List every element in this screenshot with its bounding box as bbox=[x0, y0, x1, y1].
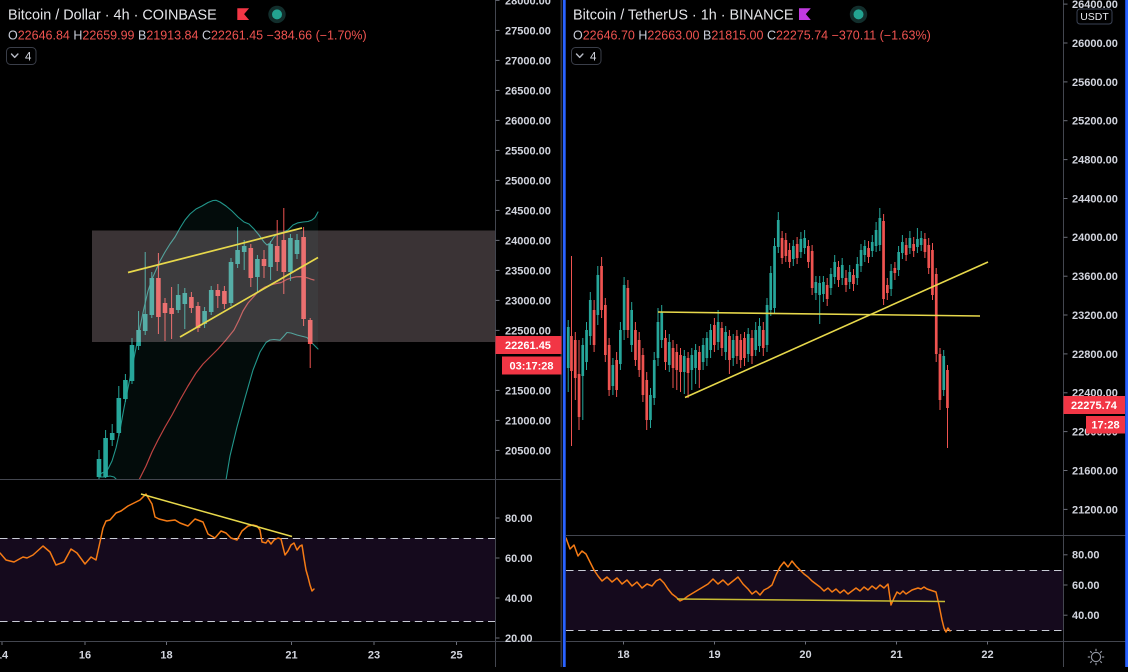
svg-text:24000.00: 24000.00 bbox=[505, 235, 551, 247]
svg-text:27500.00: 27500.00 bbox=[505, 25, 551, 37]
svg-text:60.00: 60.00 bbox=[1072, 580, 1100, 592]
svg-text:27000.00: 27000.00 bbox=[505, 55, 551, 67]
svg-text:22800.00: 22800.00 bbox=[1072, 349, 1118, 361]
svg-text:USDT: USDT bbox=[1080, 11, 1109, 23]
svg-text:16: 16 bbox=[79, 650, 91, 662]
svg-text:25200.00: 25200.00 bbox=[1072, 116, 1118, 128]
svg-text:80.00: 80.00 bbox=[1072, 550, 1100, 562]
svg-text:21: 21 bbox=[285, 650, 297, 662]
svg-text:40.00: 40.00 bbox=[505, 593, 533, 605]
svg-text:23: 23 bbox=[368, 650, 380, 662]
svg-text:17:28: 17:28 bbox=[1091, 420, 1119, 432]
svg-text:20: 20 bbox=[799, 649, 811, 661]
svg-text:21: 21 bbox=[890, 649, 902, 661]
svg-text:03:17:28: 03:17:28 bbox=[509, 360, 553, 372]
svg-text:20500.00: 20500.00 bbox=[505, 445, 551, 457]
svg-text:Bitcoin / TetherUS · 1h · BINA: Bitcoin / TetherUS · 1h · BINANCE bbox=[573, 8, 793, 24]
svg-text:60.00: 60.00 bbox=[505, 553, 533, 565]
svg-text:20.00: 20.00 bbox=[505, 633, 533, 645]
svg-text:21500.00: 21500.00 bbox=[505, 385, 551, 397]
svg-text:22500.00: 22500.00 bbox=[505, 325, 551, 337]
svg-text:23500.00: 23500.00 bbox=[505, 265, 551, 277]
svg-text:4: 4 bbox=[590, 51, 597, 63]
svg-text:24000.00: 24000.00 bbox=[1072, 232, 1118, 244]
svg-text:22: 22 bbox=[981, 649, 993, 661]
svg-text:80.00: 80.00 bbox=[505, 513, 533, 525]
svg-text:25: 25 bbox=[450, 650, 462, 662]
svg-text:25500.00: 25500.00 bbox=[505, 145, 551, 157]
svg-text:21000.00: 21000.00 bbox=[505, 415, 551, 427]
svg-text:24500.00: 24500.00 bbox=[505, 205, 551, 217]
svg-text:21600.00: 21600.00 bbox=[1072, 465, 1118, 477]
svg-text:18: 18 bbox=[617, 649, 629, 661]
svg-text:28000.00: 28000.00 bbox=[505, 0, 551, 7]
svg-text:26400.00: 26400.00 bbox=[1072, 0, 1118, 11]
svg-text:21200.00: 21200.00 bbox=[1072, 504, 1118, 516]
svg-text:O22646.70 H22663.00 B21815.00: O22646.70 H22663.00 B21815.00 C22275.74 … bbox=[573, 29, 931, 43]
svg-text:25600.00: 25600.00 bbox=[1072, 77, 1118, 89]
svg-text:23000.00: 23000.00 bbox=[505, 295, 551, 307]
svg-text:18: 18 bbox=[160, 650, 172, 662]
svg-text:25000.00: 25000.00 bbox=[505, 175, 551, 187]
svg-text:26000.00: 26000.00 bbox=[1072, 38, 1118, 50]
svg-text:26000.00: 26000.00 bbox=[505, 115, 551, 127]
svg-text:19: 19 bbox=[708, 649, 720, 661]
svg-text:Bitcoin / Dollar · 4h · COINBA: Bitcoin / Dollar · 4h · COINBASE bbox=[8, 8, 217, 24]
svg-text:40.00: 40.00 bbox=[1072, 610, 1100, 622]
svg-text:O22646.84 H22659.99 B21913.84: O22646.84 H22659.99 B21913.84 C22261.45 … bbox=[8, 29, 367, 43]
svg-text:4: 4 bbox=[25, 51, 32, 63]
svg-text:23200.00: 23200.00 bbox=[1072, 310, 1118, 322]
svg-text:23600.00: 23600.00 bbox=[1072, 271, 1118, 283]
svg-text:14: 14 bbox=[0, 650, 9, 662]
svg-text:26500.00: 26500.00 bbox=[505, 85, 551, 97]
svg-text:24800.00: 24800.00 bbox=[1072, 155, 1118, 167]
svg-text:24400.00: 24400.00 bbox=[1072, 193, 1118, 205]
svg-text:22261.45: 22261.45 bbox=[505, 340, 551, 352]
svg-text:22275.74: 22275.74 bbox=[1071, 400, 1118, 412]
